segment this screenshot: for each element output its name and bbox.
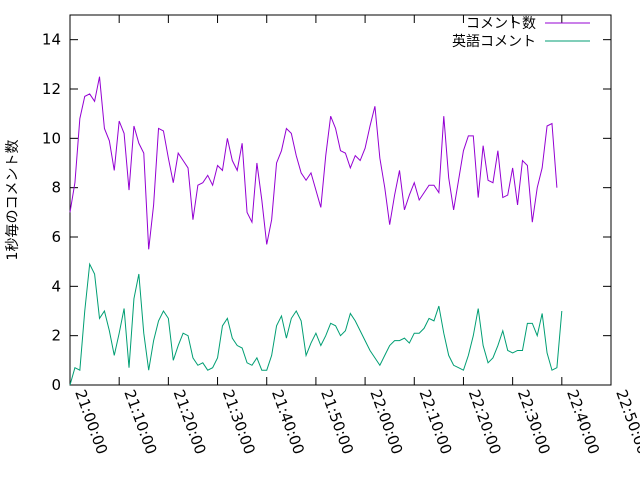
legend-label: コメント数 (466, 16, 536, 32)
series-line-1 (69, 76, 558, 250)
y-tick-label: 12 (42, 80, 61, 98)
y-axis-ticks: 0 2 4 6 8 10 12 14 (42, 31, 611, 394)
y-tick-label: 10 (42, 129, 61, 147)
y-axis-label: 1秒毎のコメント数 (5, 140, 21, 261)
y-tick-label: 8 (51, 179, 61, 197)
y-tick-label: 2 (51, 327, 61, 345)
series-line-2 (69, 262, 563, 386)
series-layer (69, 76, 563, 386)
y-tick-label: 0 (51, 376, 61, 394)
y-tick-label: 14 (42, 31, 61, 49)
y-tick-label: 4 (51, 277, 61, 295)
plot-frame (69, 14, 612, 386)
y-tick-label: 6 (51, 228, 61, 246)
legend-label: 英語コメント (452, 33, 536, 50)
